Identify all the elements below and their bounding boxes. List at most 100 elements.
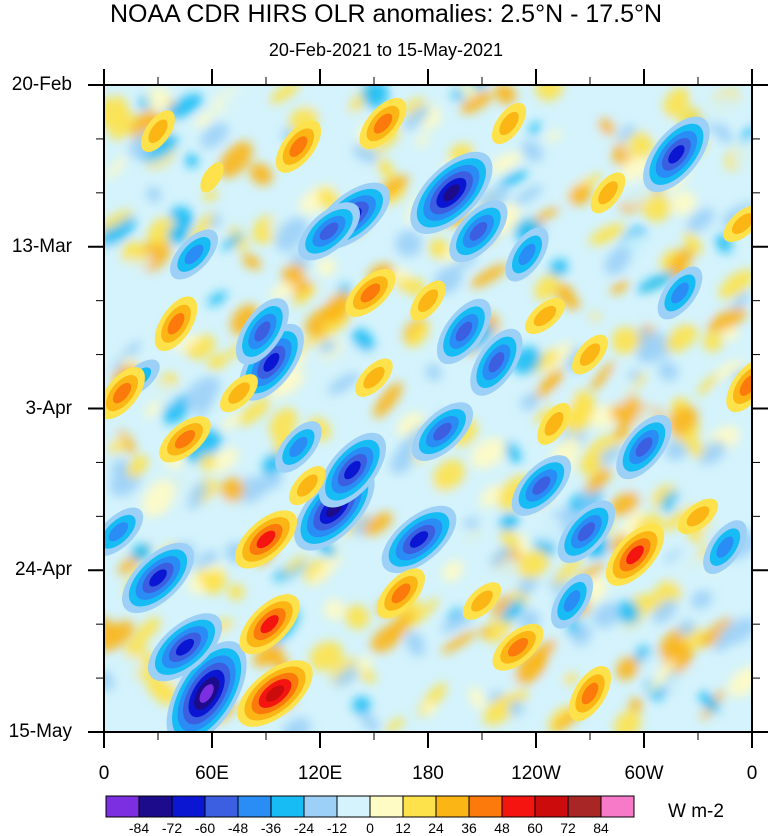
texture-blob (641, 652, 664, 675)
anomaly-feature (298, 202, 360, 261)
contour-band (455, 321, 473, 342)
texture-blob (494, 85, 516, 105)
texture-blob (738, 422, 752, 448)
anomaly-feature (410, 151, 493, 234)
contour-band (228, 382, 250, 404)
texture-blob (309, 555, 340, 586)
texture-blob (521, 140, 543, 162)
colorbar-level-label: 12 (395, 820, 411, 836)
anomaly-feature (377, 568, 425, 619)
contour-band (433, 422, 452, 441)
texture-blob (344, 604, 370, 630)
anomaly-feature (436, 298, 492, 365)
anomaly-feature (657, 266, 703, 320)
contour-band (686, 506, 710, 527)
texture-blob (361, 85, 389, 108)
texture-blob (611, 326, 640, 355)
anomaly-feature (345, 268, 396, 317)
contour-band (112, 382, 132, 404)
contour-band (265, 685, 285, 702)
anomaly-feature (449, 200, 508, 263)
texture-blob (318, 278, 342, 301)
colorbar-level-label: 0 (366, 820, 374, 836)
texture-blob (322, 291, 352, 324)
colorbar-swatch (105, 795, 140, 818)
texture-blob (460, 91, 493, 114)
texture-blob (292, 285, 319, 307)
texture-blob (385, 717, 405, 732)
colorbar-level-label: -24 (293, 820, 315, 836)
texture-blob (697, 373, 719, 396)
texture-blob (207, 448, 239, 473)
texture-blob (360, 712, 380, 732)
texture-blob (691, 590, 713, 609)
texture-blob (610, 394, 639, 420)
colorbar-level-label: -60 (194, 820, 216, 836)
texture-blob (199, 454, 216, 471)
texture-blob (220, 477, 245, 502)
texture-blob (207, 353, 228, 370)
texture-blob (694, 85, 720, 100)
texture-blob (548, 258, 568, 279)
texture-blob (718, 269, 752, 299)
contour-band (417, 289, 439, 313)
contour-band (363, 366, 385, 389)
texture-blob (104, 209, 133, 230)
texture-blob (528, 121, 541, 135)
texture-blob (373, 382, 403, 418)
texture-blob (104, 216, 136, 247)
texture-blob (194, 111, 215, 128)
texture-blob (390, 445, 416, 475)
anomaly-feature (104, 507, 144, 556)
texture-blob (352, 328, 375, 352)
colorbar-swatch (369, 795, 404, 818)
texture-blob (352, 696, 371, 715)
texture-blob (499, 512, 519, 532)
texture-blob (585, 468, 612, 494)
texture-blob (669, 547, 692, 568)
texture-blob (171, 474, 189, 494)
texture-blob (727, 666, 752, 697)
texture-blob (207, 291, 228, 306)
anomaly-feature (550, 573, 594, 629)
anomaly-feature (462, 582, 502, 620)
colorbar-swatch (567, 795, 602, 818)
texture-blob (579, 453, 603, 476)
anomaly-feature (289, 465, 326, 506)
texture-blob (732, 140, 752, 169)
anomaly-feature (359, 98, 407, 150)
contour-band (391, 583, 411, 604)
texture-blob (396, 277, 413, 294)
texture-blob (616, 656, 639, 681)
contour-band (319, 222, 339, 241)
texture-blob (270, 85, 300, 104)
y-tick-label: 13-Mar (11, 235, 72, 257)
texture-blob (309, 641, 343, 671)
texture-blob (503, 441, 522, 464)
texture-blob (663, 87, 690, 118)
anomaly-feature (410, 280, 446, 321)
texture-blob (698, 440, 726, 465)
texture-blob (432, 459, 465, 492)
texture-blob (105, 155, 127, 181)
texture-blob (553, 555, 583, 586)
anomaly-feature (470, 328, 523, 396)
contour-band (739, 374, 752, 396)
texture-blob (146, 86, 171, 111)
texture-blob (688, 303, 708, 324)
contour-band (579, 343, 601, 366)
texture-blob (220, 413, 241, 431)
texture-blob (362, 512, 393, 536)
texture-blob (188, 482, 208, 504)
texture-blob (718, 617, 752, 646)
texture-blob (405, 630, 426, 657)
texture-blob (470, 263, 508, 288)
contour-band (488, 352, 505, 373)
texture-blob (488, 151, 522, 174)
texture-blob (167, 224, 189, 245)
contour-band (409, 531, 429, 548)
anomaly-feature (239, 594, 300, 655)
y-tick-label: 3-Apr (25, 397, 72, 419)
texture-blob (356, 656, 373, 674)
texture-blob (227, 583, 245, 601)
